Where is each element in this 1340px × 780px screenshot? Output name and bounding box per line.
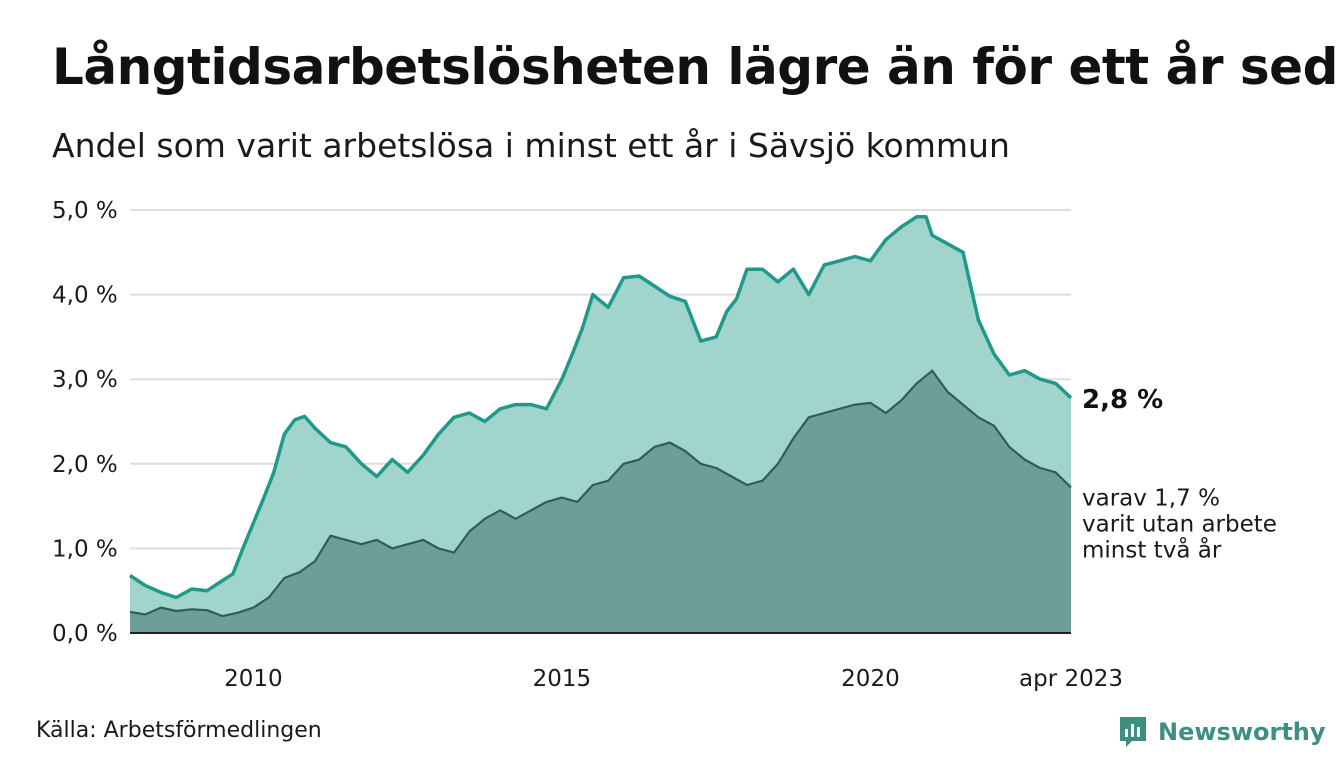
annotation-line: minst två år — [1082, 535, 1222, 563]
x-tick-label: 2020 — [841, 666, 900, 692]
x-tick-label: 2010 — [224, 666, 283, 692]
y-tick-label: 3,0 % — [52, 367, 118, 393]
annotation-line: varav 1,7 % — [1082, 485, 1220, 511]
series-area-2 — [130, 370, 1071, 633]
x-tick-label: 2015 — [533, 666, 592, 692]
series-line-1 — [129, 215, 1073, 600]
brand-name: Newsworthy — [1158, 718, 1326, 746]
brand-logo: Newsworthy — [1118, 712, 1326, 752]
end-value-label: 2,8 % — [1082, 385, 1163, 415]
series-line-2 — [129, 369, 1072, 618]
y-tick-label: 0,0 % — [52, 621, 118, 647]
areas — [129, 215, 1073, 634]
source-note: Källa: Arbetsförmedlingen — [36, 718, 322, 743]
chart-subtitle: Andel som varit arbetslösa i minst ett å… — [52, 126, 1010, 165]
chart-title: Långtidsarbetslösheten lägre än för ett … — [52, 38, 1340, 96]
y-tick-label: 1,0 % — [52, 536, 118, 562]
labels: 0,0 % 1,0 % 2,0 % 3,0 % 4,0 % 5,0 % 2010 2015 20… — [52, 198, 1277, 692]
annotation-line: varit utan arbete — [1082, 511, 1277, 537]
x-tick-label: apr 2023 — [1019, 666, 1123, 692]
y-tick-label: 4,0 % — [52, 283, 118, 309]
y-tick-label: 5,0 % — [52, 198, 118, 224]
y-tick-label: 2,0 % — [52, 452, 118, 478]
newsworthy-logo-icon — [1120, 717, 1146, 747]
